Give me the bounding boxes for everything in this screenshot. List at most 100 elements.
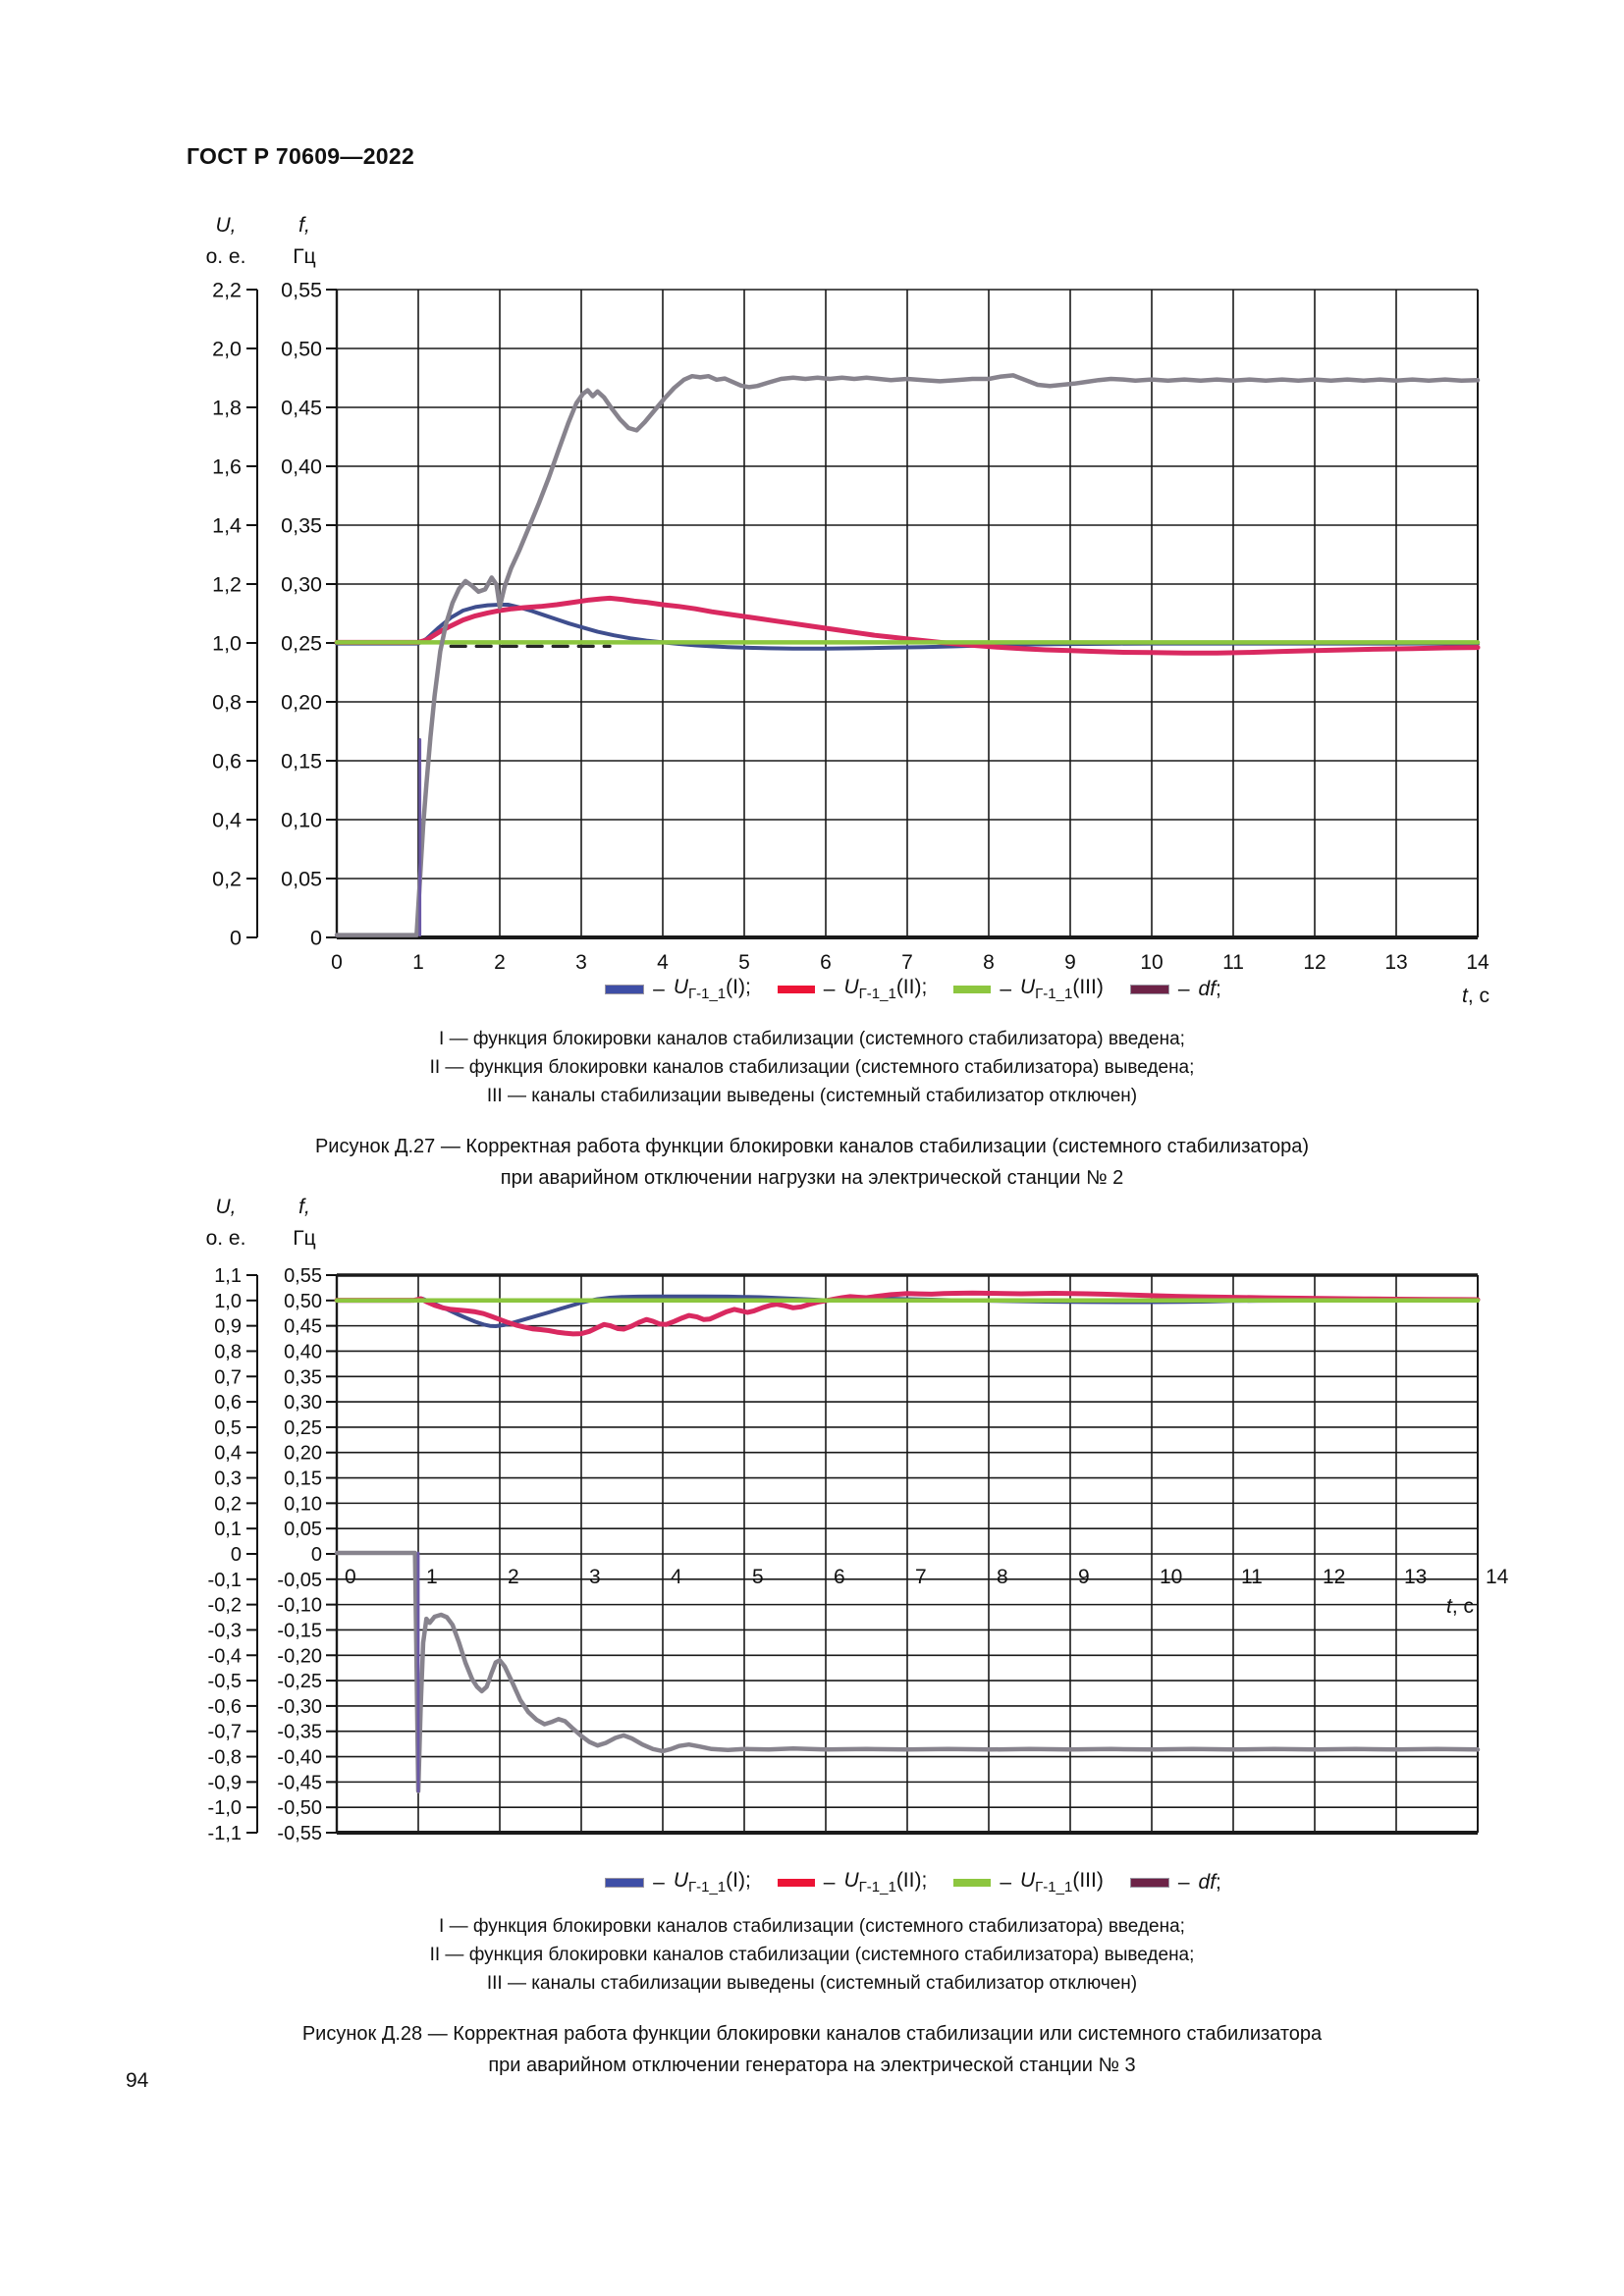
svg-text:0,45: 0,45 xyxy=(284,1316,322,1338)
svg-text:Гц: Гц xyxy=(293,1227,315,1250)
svg-text:0: 0 xyxy=(331,951,343,974)
svg-text:0,30: 0,30 xyxy=(284,1392,322,1414)
svg-text:2: 2 xyxy=(494,951,506,974)
legend-label-U_Г-1_1(III): UГ-1_1(III) xyxy=(1020,976,1104,1003)
svg-text:1,0: 1,0 xyxy=(214,1291,242,1312)
caption-line: при аварийном отключении генератора на э… xyxy=(488,2055,1136,2076)
svg-text:-0,15: -0,15 xyxy=(277,1620,322,1641)
legend-swatch-U_Г-1_1(I) xyxy=(605,1877,645,1888)
svg-text:-0,25: -0,25 xyxy=(277,1671,322,1692)
svg-text:-0,5: -0,5 xyxy=(208,1671,242,1692)
note-line: I — функция блокировки каналов стабилиза… xyxy=(439,1916,1185,1937)
legend-label-df: df; xyxy=(1198,977,1221,1000)
chart-d28-legend: – UГ-1_1(I); – UГ-1_1(II); – UГ-1_1(III) – df; xyxy=(216,1869,1610,1896)
svg-text:0,55: 0,55 xyxy=(284,1265,322,1287)
series-df-line xyxy=(334,373,1481,937)
figure-d28-caption: Рисунок Д.28 — Корректная работа функции… xyxy=(0,2018,1624,2081)
svg-text:1,8: 1,8 xyxy=(212,397,242,420)
svg-text:f,: f, xyxy=(298,214,310,237)
svg-text:8: 8 xyxy=(997,1566,1008,1588)
chart-d27: 2,22,01,81,61,41,21,00,80,60,40,200,550,… xyxy=(206,214,1489,1007)
svg-text:1: 1 xyxy=(412,951,424,974)
svg-text:12: 12 xyxy=(1303,951,1326,974)
svg-text:-1,1: -1,1 xyxy=(208,1823,242,1844)
svg-text:3: 3 xyxy=(589,1566,601,1588)
svg-text:0,8: 0,8 xyxy=(214,1341,242,1362)
chart-d28: 1,11,00,90,80,70,60,50,40,30,20,10-0,1-0… xyxy=(206,1196,1509,1844)
figure-d28-notes: I — функция блокировки каналов стабилиза… xyxy=(0,1912,1624,1998)
svg-text:-0,7: -0,7 xyxy=(208,1722,242,1743)
svg-text:0,6: 0,6 xyxy=(212,750,242,774)
svg-text:0,8: 0,8 xyxy=(212,691,242,715)
legend-entry-df: – df; xyxy=(1129,977,1221,1001)
svg-text:2,2: 2,2 xyxy=(212,279,242,302)
svg-text:11: 11 xyxy=(1241,1566,1263,1588)
legend-entry-U_Г-1_1(II): – UГ-1_1(II); xyxy=(777,976,927,1002)
svg-text:о. е.: о. е. xyxy=(206,1227,246,1250)
svg-text:-0,50: -0,50 xyxy=(277,1797,322,1819)
svg-text:-0,8: -0,8 xyxy=(208,1747,242,1769)
legend-dash: – xyxy=(653,977,665,1000)
svg-text:1,4: 1,4 xyxy=(212,514,242,538)
svg-text:-0,9: -0,9 xyxy=(208,1772,242,1793)
legend-entry-df: – df; xyxy=(1129,1870,1221,1895)
svg-text:0: 0 xyxy=(345,1566,356,1588)
svg-text:U,: U, xyxy=(216,1196,237,1218)
svg-text:12: 12 xyxy=(1323,1566,1345,1588)
svg-text:-0,30: -0,30 xyxy=(277,1696,322,1718)
svg-text:14: 14 xyxy=(1466,951,1489,974)
note-line: III — каналы стабилизации выведены (сист… xyxy=(486,1086,1138,1106)
svg-text:0,6: 0,6 xyxy=(214,1392,242,1414)
svg-text:0,20: 0,20 xyxy=(284,1443,322,1465)
chart-d27-legend: – UГ-1_1(I); – UГ-1_1(II); – UГ-1_1(III) – df; xyxy=(216,976,1610,1002)
svg-text:0,55: 0,55 xyxy=(281,279,322,302)
svg-text:0,2: 0,2 xyxy=(214,1493,242,1515)
svg-text:1,6: 1,6 xyxy=(212,455,242,479)
svg-text:7: 7 xyxy=(901,951,913,974)
svg-text:0,4: 0,4 xyxy=(214,1443,242,1465)
svg-text:9: 9 xyxy=(1064,951,1076,974)
svg-text:0,20: 0,20 xyxy=(281,691,322,715)
svg-text:0,5: 0,5 xyxy=(214,1417,242,1439)
svg-text:6: 6 xyxy=(820,951,832,974)
svg-text:1: 1 xyxy=(426,1566,438,1588)
svg-text:-0,3: -0,3 xyxy=(208,1620,242,1641)
svg-text:-0,1: -0,1 xyxy=(208,1570,242,1591)
svg-text:0,3: 0,3 xyxy=(214,1468,242,1490)
legend-dash: – xyxy=(823,977,836,1000)
svg-text:-0,4: -0,4 xyxy=(208,1645,242,1667)
svg-text:0,45: 0,45 xyxy=(281,397,322,420)
page-number: 94 xyxy=(126,2069,149,2092)
caption-line: при аварийном отключении нагрузки на эле… xyxy=(500,1167,1124,1189)
svg-text:0,50: 0,50 xyxy=(281,338,322,361)
note-line: I — функция блокировки каналов стабилиза… xyxy=(439,1029,1185,1049)
svg-text:0,15: 0,15 xyxy=(281,750,322,774)
svg-text:0,9: 0,9 xyxy=(214,1316,242,1338)
svg-text:-0,6: -0,6 xyxy=(208,1696,242,1718)
svg-text:0,10: 0,10 xyxy=(284,1493,322,1515)
svg-text:3: 3 xyxy=(575,951,587,974)
svg-text:t, с: t, с xyxy=(1462,985,1489,1007)
svg-text:-0,20: -0,20 xyxy=(277,1645,322,1667)
svg-text:0,35: 0,35 xyxy=(284,1366,322,1388)
svg-text:2,0: 2,0 xyxy=(212,338,242,361)
legend-label-U_Г-1_1(I): UГ-1_1(I); xyxy=(673,976,751,1003)
figure-d28: 1,1 1,0 0,9 0,8 0,7 0,6 0,5 0,4 0,3 0,2 0,1 0 -0,1 -0… xyxy=(118,1188,1512,1896)
caption-line: Рисунок Д.28 — Корректная работа функции… xyxy=(301,2023,1323,2045)
legend-entry-U_Г-1_1(I): – UГ-1_1(I); xyxy=(605,976,751,1002)
svg-text:1,2: 1,2 xyxy=(212,573,242,597)
legend-swatch-U_Г-1_1(II) xyxy=(777,1878,815,1887)
figure-d27-caption: Рисунок Д.27 — Корректная работа функции… xyxy=(0,1131,1624,1194)
svg-text:0: 0 xyxy=(310,927,322,950)
note-line: II — функция блокировки каналов стабилиз… xyxy=(429,1057,1195,1078)
svg-text:0,10: 0,10 xyxy=(281,809,322,832)
svg-text:0,1: 0,1 xyxy=(214,1519,242,1540)
svg-text:10: 10 xyxy=(1160,1566,1182,1588)
svg-text:6: 6 xyxy=(834,1566,845,1588)
svg-text:0,4: 0,4 xyxy=(212,809,242,832)
svg-text:5: 5 xyxy=(738,951,750,974)
svg-text:0: 0 xyxy=(311,1544,322,1566)
legend-label-df: df; xyxy=(1198,1870,1221,1894)
legend-swatch-df xyxy=(1129,984,1169,994)
